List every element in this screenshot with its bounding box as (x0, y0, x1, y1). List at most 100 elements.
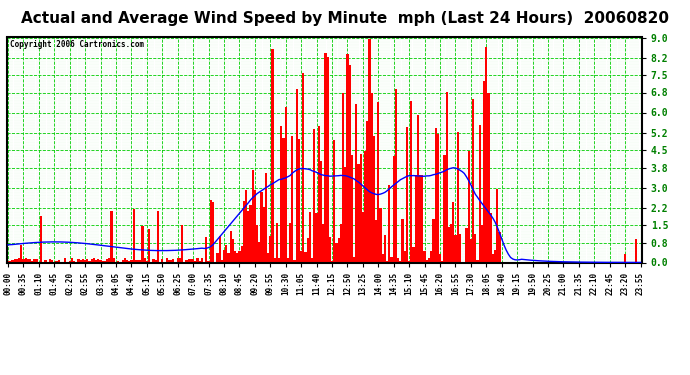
Bar (130, 260, 132, 262)
Bar (333, 141, 335, 262)
Bar (64, 258, 66, 262)
Bar (128, 261, 130, 262)
Bar (168, 260, 170, 262)
Bar (435, 128, 437, 262)
Bar (384, 235, 386, 262)
Bar (227, 253, 230, 262)
Bar (141, 226, 144, 262)
Bar (335, 243, 337, 262)
Bar (309, 212, 311, 262)
Bar (408, 261, 411, 262)
Bar (481, 225, 483, 262)
Bar (304, 252, 306, 262)
Bar (22, 259, 25, 262)
Bar (225, 245, 227, 262)
Bar (492, 254, 494, 262)
Bar (351, 154, 353, 262)
Bar (152, 259, 155, 262)
Bar (459, 234, 461, 262)
Bar (260, 192, 263, 262)
Bar (95, 260, 97, 262)
Bar (99, 260, 101, 262)
Bar (40, 216, 42, 262)
Bar (311, 258, 313, 262)
Bar (195, 261, 197, 262)
Bar (289, 223, 291, 262)
Bar (27, 259, 29, 262)
Bar (267, 253, 269, 262)
Bar (448, 227, 450, 262)
Bar (346, 54, 348, 262)
Bar (234, 251, 236, 262)
Bar (75, 261, 77, 262)
Text: Copyright 2006 Cartronics.com: Copyright 2006 Cartronics.com (10, 40, 144, 49)
Bar (479, 125, 481, 262)
Bar (212, 202, 214, 262)
Bar (7, 261, 9, 262)
Bar (166, 258, 168, 262)
Bar (86, 259, 88, 262)
Bar (97, 259, 99, 262)
Bar (386, 261, 388, 262)
Bar (424, 251, 426, 262)
Bar (371, 93, 373, 262)
Bar (31, 261, 33, 262)
Bar (439, 254, 441, 262)
Bar (337, 238, 339, 262)
Bar (437, 134, 439, 262)
Bar (373, 135, 375, 262)
Bar (155, 260, 157, 262)
Bar (258, 243, 260, 262)
Bar (148, 230, 150, 262)
Bar (219, 236, 221, 262)
Bar (359, 154, 362, 262)
Bar (93, 258, 95, 262)
Bar (179, 258, 181, 262)
Bar (55, 261, 57, 262)
Bar (57, 260, 60, 262)
Bar (306, 238, 309, 262)
Bar (124, 258, 126, 262)
Bar (197, 258, 199, 262)
Bar (324, 53, 326, 262)
Bar (73, 261, 75, 262)
Bar (483, 81, 485, 262)
Bar (71, 258, 73, 262)
Bar (269, 236, 271, 262)
Bar (121, 260, 124, 262)
Bar (117, 261, 119, 262)
Bar (216, 253, 219, 262)
Bar (353, 258, 355, 262)
Bar (210, 200, 212, 262)
Bar (278, 258, 280, 262)
Bar (355, 104, 357, 262)
Bar (393, 156, 395, 262)
Bar (344, 167, 346, 262)
Bar (426, 260, 428, 262)
Text: Actual and Average Wind Speed by Minute  mph (Last 24 Hours)  20060820: Actual and Average Wind Speed by Minute … (21, 11, 669, 26)
Bar (186, 260, 188, 262)
Bar (106, 259, 108, 262)
Bar (496, 189, 498, 262)
Bar (406, 127, 408, 262)
Bar (498, 232, 501, 262)
Bar (494, 250, 496, 262)
Bar (287, 258, 289, 262)
Bar (201, 258, 203, 262)
Bar (441, 261, 443, 262)
Bar (428, 258, 430, 262)
Bar (422, 175, 424, 262)
Bar (397, 258, 400, 262)
Bar (254, 190, 256, 262)
Bar (88, 261, 90, 262)
Bar (450, 224, 452, 262)
Bar (377, 102, 380, 262)
Bar (84, 260, 86, 262)
Bar (457, 132, 459, 262)
Bar (454, 235, 457, 262)
Bar (146, 261, 148, 262)
Bar (284, 107, 287, 262)
Bar (238, 251, 241, 262)
Bar (177, 258, 179, 262)
Bar (144, 258, 146, 262)
